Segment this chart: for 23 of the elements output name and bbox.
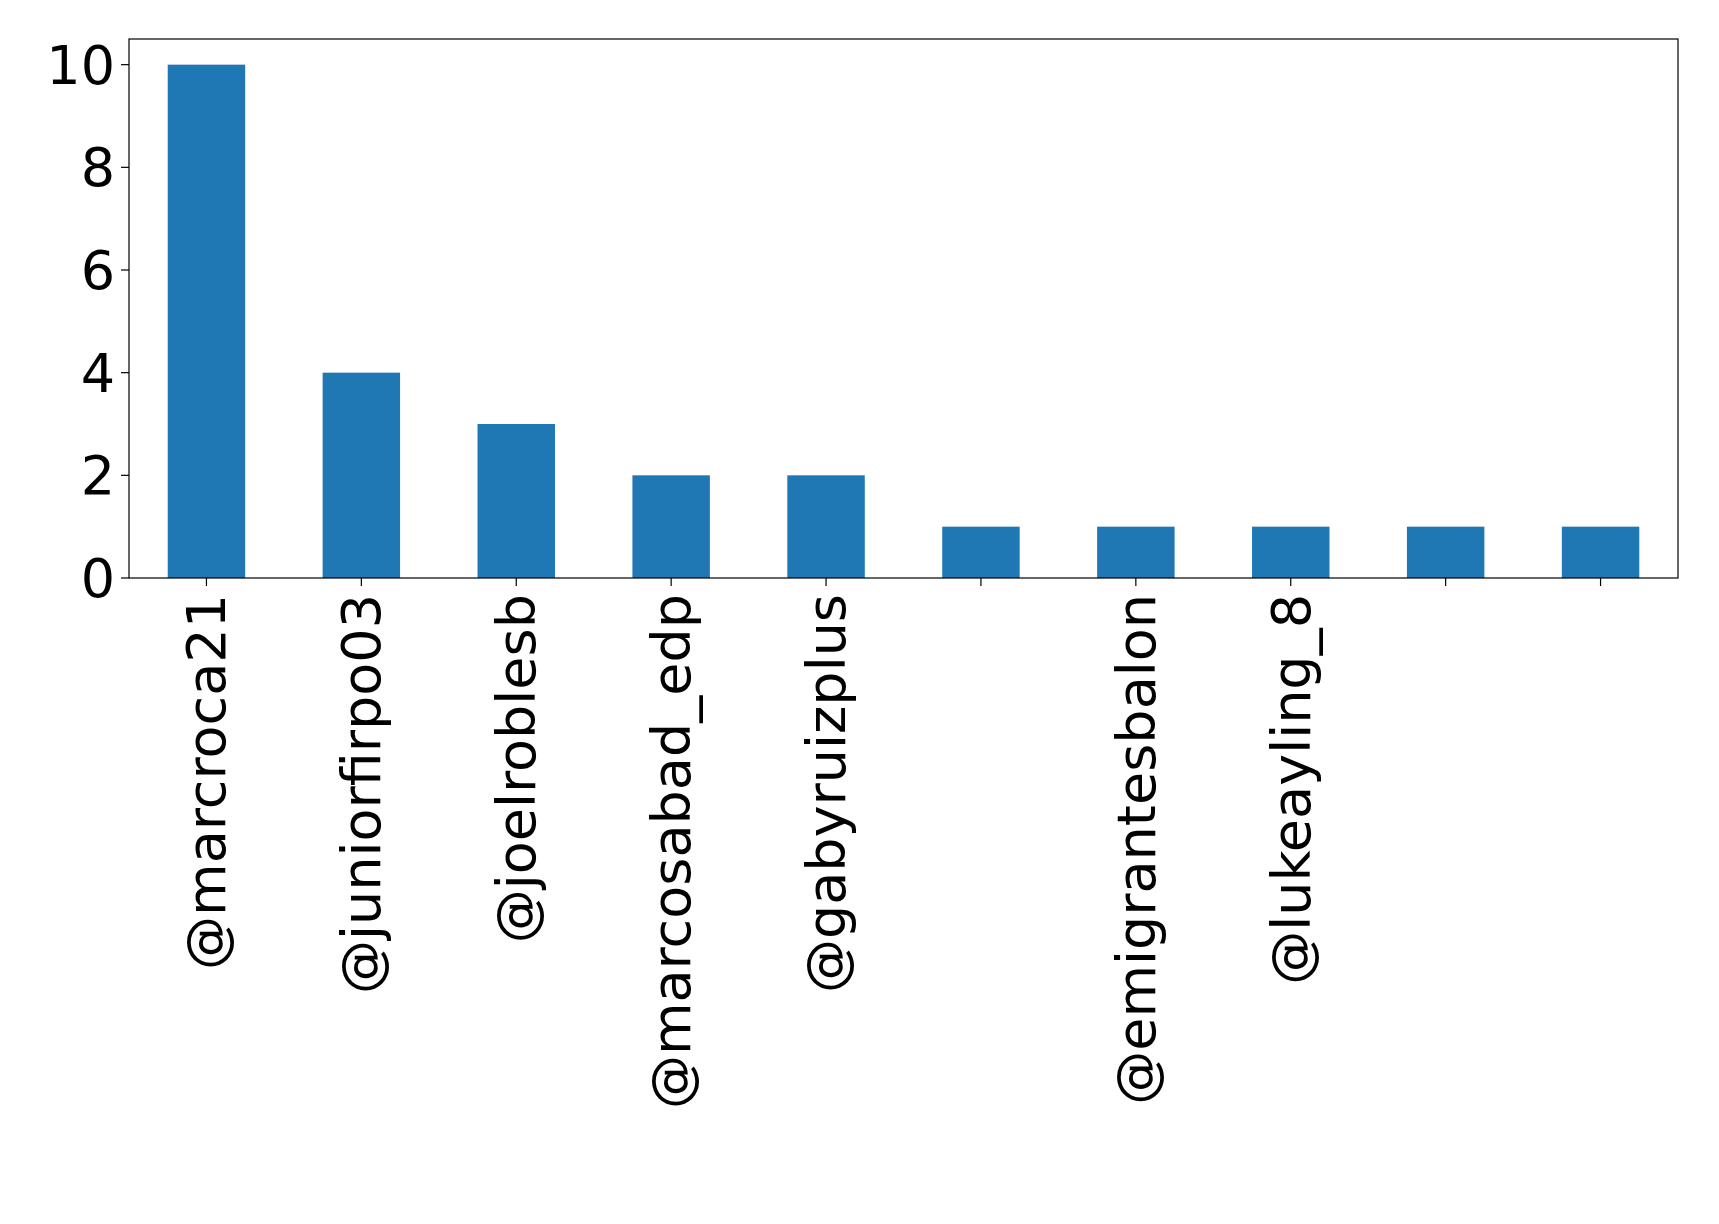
x-tick-label: @marcosabad_edp	[640, 594, 704, 1110]
x-tick-label: @juniorfirpo03	[330, 594, 394, 994]
y-tick-label: 2	[80, 444, 115, 508]
bar	[477, 424, 555, 578]
bar	[1561, 526, 1640, 578]
bar	[632, 475, 710, 578]
y-tick-label: 0	[80, 546, 115, 610]
bar	[942, 526, 1020, 578]
bar	[1406, 526, 1485, 578]
y-tick-label: 4	[80, 341, 115, 405]
bar	[167, 64, 246, 578]
x-tick-label: @joelroblesb	[485, 594, 549, 944]
y-tick-label: 10	[46, 33, 115, 97]
bar	[1252, 526, 1330, 578]
bar	[787, 475, 865, 578]
bar	[1097, 526, 1175, 578]
y-tick-label: 6	[80, 238, 115, 302]
x-tick-label: @marcroca21	[175, 594, 239, 970]
bar	[322, 372, 401, 578]
x-tick-label: @lukeayling_8	[1259, 594, 1323, 985]
x-tick-label: @gabyruizplus	[794, 594, 858, 994]
y-tick-label: 8	[80, 136, 115, 200]
x-tick-label: @emigrantesbalon	[1104, 594, 1168, 1105]
